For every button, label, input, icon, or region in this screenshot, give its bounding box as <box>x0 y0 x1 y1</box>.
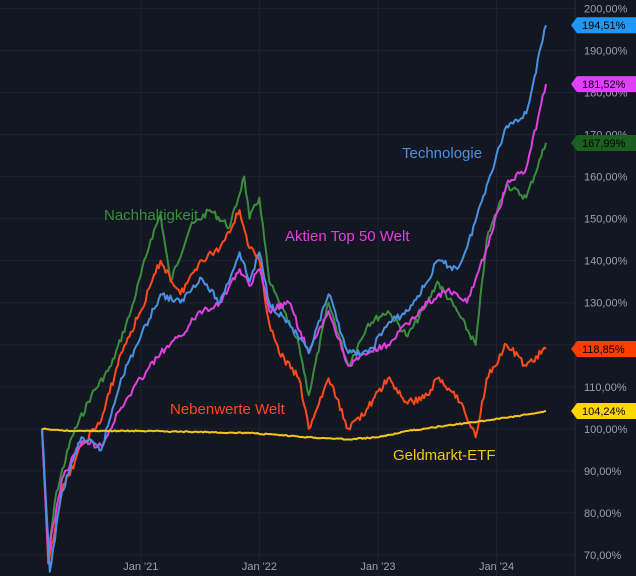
last-value-text: 167,99% <box>582 138 626 150</box>
series-label: Nebenwerte Welt <box>170 401 286 418</box>
x-tick-label: Jan '23 <box>360 561 395 573</box>
y-tick-label: 80,00% <box>584 508 622 520</box>
x-tick-label: Jan '24 <box>479 561 514 573</box>
last-value-badge: 181,52% <box>571 76 636 93</box>
last-value-badge: 104,24% <box>571 403 636 420</box>
y-tick-label: 130,00% <box>584 298 628 310</box>
series-line-3 <box>41 209 547 565</box>
y-tick-label: 200,00% <box>584 3 628 15</box>
series-label: Aktien Top 50 Welt <box>285 228 410 245</box>
series-line-2 <box>41 83 547 556</box>
y-tick-label: 140,00% <box>584 256 628 268</box>
series-label: Nachhaltigkeit <box>104 207 199 224</box>
y-tick-label: 160,00% <box>584 172 628 184</box>
last-value-badge: 194,51% <box>571 17 636 34</box>
series-label: Geldmarkt-ETF <box>393 447 496 464</box>
plot-area <box>41 24 547 573</box>
y-tick-label: 90,00% <box>584 466 622 478</box>
x-tick-label: Jan '21 <box>123 561 158 573</box>
x-axis: Jan '21 Jan '22 Jan '23 Jan '24 <box>123 561 514 573</box>
series-line-4 <box>41 410 547 441</box>
y-axis-panel <box>575 0 636 576</box>
series-line-1 <box>41 24 547 573</box>
y-tick-label: 190,00% <box>584 45 628 57</box>
last-value-badge: 167,99% <box>571 134 636 151</box>
series-label: Technologie <box>402 145 482 162</box>
last-value-badges: 167,99% 194,51% 181,52% 118,85% 104,24% <box>571 17 636 420</box>
last-value-badge: 118,85% <box>571 340 636 357</box>
x-tick-label: Jan '22 <box>242 561 277 573</box>
y-tick-label: 100,00% <box>584 424 628 436</box>
grid-lines <box>0 0 575 576</box>
last-value-text: 181,52% <box>582 79 626 91</box>
y-tick-label: 150,00% <box>584 214 628 226</box>
series-labels: Nachhaltigkeit Technologie Aktien Top 50 W… <box>104 145 496 464</box>
y-tick-label: 110,00% <box>584 382 627 394</box>
y-tick-label: 70,00% <box>584 550 622 562</box>
last-value-text: 194,51% <box>582 20 626 32</box>
last-value-text: 118,85% <box>582 344 625 356</box>
last-value-text: 104,24% <box>582 406 626 418</box>
